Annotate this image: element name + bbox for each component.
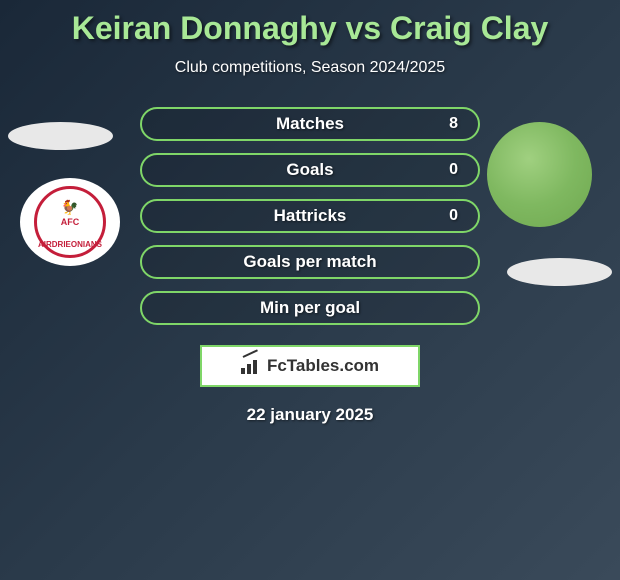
player-left-placeholder-oval <box>8 122 113 150</box>
stat-row-min-per-goal: Min per goal <box>140 291 480 325</box>
player-right-avatar <box>487 122 592 227</box>
stat-value: 8 <box>449 115 458 133</box>
stat-row-goals: Goals 0 <box>140 153 480 187</box>
brand-text: FcTables.com <box>267 356 379 376</box>
badge-afc-text: AFC <box>61 217 80 227</box>
stat-row-hattricks: Hattricks 0 <box>140 199 480 233</box>
stat-label: Goals <box>286 160 333 180</box>
stat-row-goals-per-match: Goals per match <box>140 245 480 279</box>
badge-club-name: AIRDRIEONIANS <box>38 240 102 249</box>
stat-label: Goals per match <box>243 252 376 272</box>
stat-label: Matches <box>276 114 344 134</box>
player-right-placeholder-oval <box>507 258 612 286</box>
stat-value: 0 <box>449 161 458 179</box>
club-badge-left: 🐓 AFC AIRDRIEONIANS <box>20 178 120 266</box>
page-subtitle: Club competitions, Season 2024/2025 <box>175 59 445 77</box>
chart-icon <box>241 358 261 374</box>
stat-row-matches: Matches 8 <box>140 107 480 141</box>
date-text: 22 january 2025 <box>247 405 374 425</box>
rooster-icon: 🐓 <box>61 199 78 216</box>
stat-label: Min per goal <box>260 298 360 318</box>
stat-value: 0 <box>449 207 458 225</box>
fctables-brand-box: FcTables.com <box>200 345 420 387</box>
stat-label: Hattricks <box>274 206 347 226</box>
page-title: Keiran Donnaghy vs Craig Clay <box>72 10 549 47</box>
